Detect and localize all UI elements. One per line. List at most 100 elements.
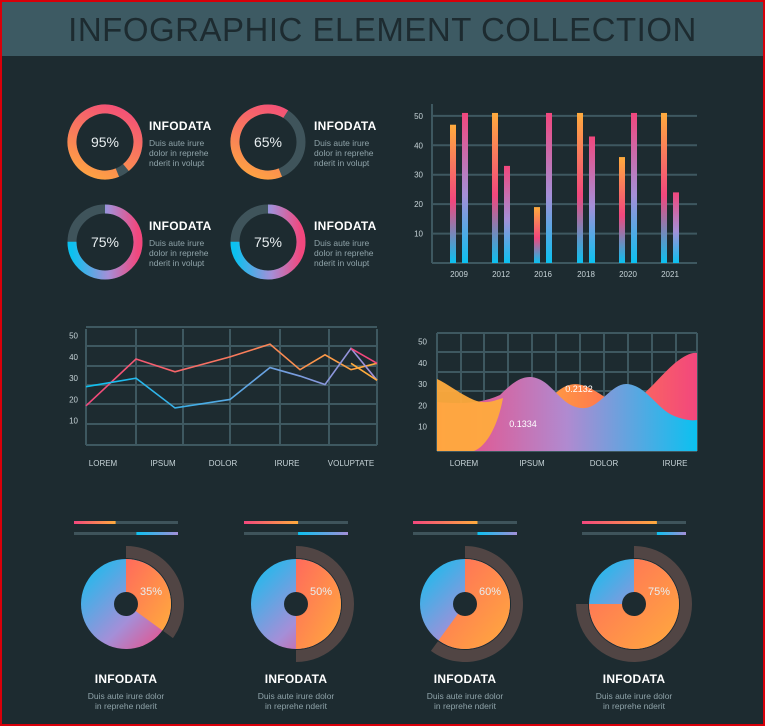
area-series-front: [437, 377, 697, 451]
y-tick-label: 50: [414, 112, 423, 121]
x-tick-label: DOLOR: [209, 459, 238, 468]
pie-group: [74, 521, 692, 662]
info-title: INFODATA: [149, 119, 212, 133]
pie-2-value: 50%: [309, 586, 333, 598]
info-title: INFODATA: [149, 219, 212, 233]
y-tick-label: 10: [69, 417, 78, 426]
donut-1-value: 95%: [90, 134, 120, 150]
mini-bar-track: [413, 532, 517, 535]
info-text: Duis aute irure dolor in reprehe nderit in…: [149, 138, 209, 168]
line-chart-labels: 10 20 30 40 50 LOREM IPSUM DOLOR IRURE VOLUPTATE: [69, 332, 374, 468]
x-tick-label: DOLOR: [590, 459, 619, 468]
x-tick-label: 2018: [577, 270, 595, 279]
bar-chart-bars: [450, 112, 679, 263]
x-tick-label: IRURE: [275, 459, 300, 468]
line-series: [350, 362, 378, 381]
mini-bar-fill: [477, 532, 517, 535]
x-tick-label: 2020: [619, 270, 637, 279]
info-text: Duis aute irure dolor in reprehe nderit: [595, 691, 673, 711]
bar: [504, 165, 510, 263]
bar: [589, 136, 595, 263]
y-tick-label: 40: [418, 359, 427, 368]
mini-bar-fill: [298, 532, 348, 535]
donut-progress: [230, 204, 306, 280]
mini-bar-fill: [136, 532, 178, 535]
area-annotation: 0.1334: [509, 419, 537, 429]
donut-2-value: 65%: [253, 134, 283, 150]
pie-outer-ring: [296, 546, 354, 662]
pie-slice: [126, 559, 171, 631]
area-annotation: 0.2132: [565, 384, 593, 394]
pie-1-value: 35%: [139, 586, 163, 598]
y-tick-label: 30: [414, 171, 423, 180]
mini-bar-fill: [74, 521, 116, 524]
pie-outer-ring: [126, 546, 185, 639]
line-chart: 10 20 30 40 50 LOREM IPSUM DOLOR IRURE VOLUPTATE: [69, 326, 378, 468]
bottom-info-4: INFODATA Duis aute irure dolor in reprehe…: [569, 672, 699, 711]
x-tick-label: 2012: [492, 270, 510, 279]
bar: [492, 112, 498, 263]
info-block-3: INFODATA Duis aute irure dolor in reprehe…: [149, 219, 259, 268]
x-tick-label: 2016: [534, 270, 552, 279]
info-block-1: INFODATA Duis aute irure dolor in reprehe…: [149, 119, 259, 168]
info-text: Duis aute irure dolor in reprehe nderit in…: [314, 138, 374, 168]
mini-bar-fill: [413, 521, 478, 524]
info-title: INFODATA: [602, 672, 666, 686]
info-text: Duis aute irure dolor in reprehe nderit: [87, 691, 165, 711]
y-tick-label: 50: [69, 332, 78, 341]
page-title: INFOGRAPHIC ELEMENT COLLECTION: [68, 11, 697, 48]
pie-outer-ring: [430, 546, 523, 662]
donut-4-value: 75%: [253, 234, 283, 250]
bottom-info-2: INFODATA Duis aute irure dolor in reprehe…: [231, 672, 361, 711]
info-title: INFODATA: [314, 119, 377, 133]
mini-bar-fill: [656, 532, 686, 535]
line-series: [85, 343, 378, 407]
x-tick-label: 2009: [450, 270, 468, 279]
info-block-2: INFODATA Duis aute irure dolor in reprehe…: [314, 119, 424, 168]
pie-hole: [284, 592, 308, 616]
y-tick-label: 30: [418, 380, 427, 389]
y-tick-label: 20: [69, 395, 78, 404]
header-bar: INFOGRAPHIC ELEMENT COLLECTION: [2, 2, 763, 56]
pie-hole: [622, 592, 646, 616]
mini-bar-fill: [244, 521, 299, 524]
info-block-4: INFODATA Duis aute irure dolor in reprehe…: [314, 219, 424, 268]
pie-4-value: 75%: [647, 586, 671, 598]
info-title: INFODATA: [94, 672, 158, 686]
mini-bar-track: [74, 532, 178, 535]
donut-progress: [67, 204, 143, 280]
bar: [534, 207, 540, 263]
line-chart-grid: [85, 326, 378, 446]
y-tick-label: 20: [418, 401, 427, 410]
info-title: INFODATA: [264, 672, 328, 686]
donut-3-value: 75%: [90, 234, 120, 250]
bar: [462, 112, 468, 263]
pie-hole: [453, 592, 477, 616]
info-title: INFODATA: [433, 672, 497, 686]
info-text: Duis aute irure dolor in reprehe nderit in…: [314, 238, 374, 268]
mini-bar-track: [74, 521, 178, 524]
y-tick-label: 30: [69, 374, 78, 383]
y-tick-label: 40: [414, 141, 423, 150]
x-tick-label: LOREM: [89, 459, 118, 468]
x-tick-label: VOLUPTATE: [328, 459, 374, 468]
pie-3-value: 60%: [478, 586, 502, 598]
x-tick-label: IPSUM: [519, 459, 545, 468]
bar: [631, 112, 637, 263]
line-series: [350, 347, 378, 364]
area-chart: 10 20 30 40 50 LOREM IPSUM DOLOR IRURE 0.1334 0.21…: [418, 332, 698, 468]
bar: [673, 192, 679, 263]
x-tick-label: IPSUM: [150, 459, 176, 468]
mini-bar-track: [582, 532, 686, 535]
info-text: Duis aute irure dolor in reprehe nderit: [426, 691, 504, 711]
bar-chart: 10 20 30 40 50 2009 2012 2016 2018 2020 2021: [414, 104, 697, 279]
info-text: Duis aute irure dolor in reprehe nderit in…: [149, 238, 209, 268]
donut-progress: [67, 104, 143, 180]
area-series-left: [437, 379, 503, 451]
bar-chart-labels: 10 20 30 40 50 2009 2012 2016 2018 2020 2021: [414, 112, 679, 279]
x-tick-label: IRURE: [663, 459, 688, 468]
x-tick-label: LOREM: [450, 459, 479, 468]
x-tick-label: 2021: [661, 270, 679, 279]
bar: [450, 124, 456, 263]
